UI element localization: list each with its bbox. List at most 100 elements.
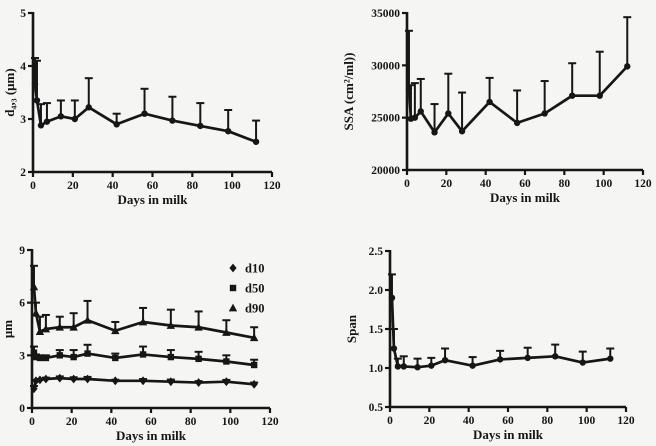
data-point-diamond: [195, 378, 203, 387]
data-point-circle: [431, 129, 438, 136]
x-tick-label: 40: [107, 180, 119, 192]
chart-percentiles-canvas: 0 3 6 9 0 20 40 60 80 100 120 Days in milk μm d10 d50 d…: [0, 245, 279, 443]
data-point-circle: [414, 364, 421, 371]
data-point-circle: [524, 354, 531, 362]
chart-span: 0.5 1.0 1.5 2.0 2.5 0 20 40 60 80 100 120 Days in mi…: [328, 223, 656, 446]
data-point-circle: [607, 355, 614, 362]
chart-d43-canvas: 2 3 4 5 0 20 40 60 80 100 120 Days in milk d₄,₃ (μm): [2, 8, 281, 207]
data-point-circle: [596, 92, 603, 99]
data-point-square: [32, 353, 40, 361]
y-tick-label: 2: [20, 167, 26, 179]
data-point-circle: [569, 92, 576, 99]
data-point-circle: [496, 356, 504, 363]
y-tick-label: 6: [19, 298, 25, 310]
x-axis-title: Days in milk: [473, 427, 544, 442]
x-tick-label: 100: [595, 178, 613, 190]
data-point-diamond: [139, 376, 147, 386]
x-axis-title: Days in milk: [117, 192, 188, 207]
data-point-triangle: [228, 303, 238, 312]
data-point-circle: [458, 128, 466, 135]
x-tick-label: 0: [387, 415, 393, 427]
x-tick-label: 20: [66, 416, 78, 428]
x-tick-label: 40: [480, 178, 492, 190]
data-point-triangle: [31, 308, 41, 317]
data-point-circle: [579, 359, 586, 366]
data-point-circle: [417, 108, 424, 115]
x-tick-label: 80: [542, 415, 554, 427]
data-point-square: [84, 350, 91, 357]
y-tick-label: 1.5: [369, 324, 384, 336]
data-point-diamond: [222, 377, 230, 387]
data-point-square: [36, 354, 44, 362]
data-point-circle: [85, 104, 92, 111]
x-tick-label: 60: [519, 178, 531, 190]
x-tick-label: 120: [634, 178, 652, 190]
legend-label: d50: [245, 282, 264, 296]
data-point-circle: [141, 110, 148, 117]
y-tick-label: 0.5: [369, 402, 384, 414]
y-tick-label: 1.0: [369, 363, 384, 375]
data-point-square: [139, 351, 147, 358]
data-point-square: [167, 353, 175, 361]
axis-lines: [405, 12, 643, 172]
data-point-triangle: [69, 322, 78, 331]
y-tick-label: 35000: [371, 8, 400, 20]
x-tick-label: 0: [30, 180, 36, 192]
data-point-diamond: [42, 374, 50, 384]
data-point-diamond: [83, 374, 92, 384]
chart-span-canvas: 0.5 1.0 1.5 2.0 2.5 0 20 40 60 80 100 120 Days in mi…: [344, 246, 635, 442]
x-axis-title: Days in milk: [490, 190, 561, 205]
chart-percentiles: 0 3 6 9 0 20 40 60 80 100 120 Days in milk μm d10 d50 d…: [0, 223, 328, 446]
y-axis-title: Span: [344, 314, 359, 343]
data-point-circle: [445, 110, 452, 117]
y-tick-label: 3: [20, 114, 26, 126]
data-point-circle: [33, 97, 41, 104]
data-point-circle: [197, 122, 204, 130]
data-point-square: [223, 358, 230, 365]
y-tick-label: 5: [20, 8, 26, 20]
data-point-circle: [486, 98, 493, 106]
y-tick-label: 30000: [371, 60, 400, 72]
data-point-triangle: [35, 327, 45, 336]
x-tick-label: 120: [263, 180, 281, 192]
x-tick-label: 80: [185, 416, 197, 428]
x-tick-label: 0: [29, 416, 35, 428]
data-point-square: [195, 355, 202, 363]
y-axis-title: μm: [0, 320, 15, 338]
data-point-circle: [441, 357, 449, 364]
y-tick-label: 3: [19, 350, 25, 362]
x-tick-label: 40: [463, 415, 475, 427]
y-tick-label: 2.0: [369, 285, 384, 297]
data-point-circle: [252, 138, 260, 145]
data-point-triangle: [111, 326, 120, 335]
data-point-circle: [113, 121, 120, 128]
data-point-diamond: [250, 379, 258, 389]
data-point-square: [250, 361, 258, 369]
data-point-square: [30, 349, 38, 356]
x-tick-label: 20: [441, 178, 453, 190]
x-tick-label: 100: [222, 416, 240, 428]
x-tick-label: 80: [559, 178, 571, 190]
data-point-circle: [388, 294, 396, 301]
data-point-diamond: [111, 376, 119, 386]
x-tick-label: 60: [145, 416, 157, 428]
data-point-diamond: [167, 377, 175, 387]
data-point-diamond: [30, 384, 38, 394]
x-tick-label: 80: [187, 180, 199, 192]
data-point-triangle: [166, 321, 176, 329]
y-axis-title: d₄,₃ (μm): [2, 68, 17, 116]
data-point-square: [70, 353, 77, 361]
y-axis-title: SSA (cm²/ml)): [341, 53, 356, 131]
data-point-circle: [169, 117, 176, 124]
data-point-circle: [513, 119, 521, 127]
data-point-circle: [411, 114, 419, 121]
data-point-diamond: [56, 373, 64, 383]
data-point-square: [229, 284, 237, 292]
x-tick-label: 60: [502, 415, 514, 427]
data-point-diamond: [229, 263, 237, 273]
x-tick-label: 0: [404, 178, 410, 190]
data-point-square: [56, 352, 63, 359]
y-tick-label: 4: [20, 61, 26, 73]
data-point-circle: [390, 345, 398, 352]
